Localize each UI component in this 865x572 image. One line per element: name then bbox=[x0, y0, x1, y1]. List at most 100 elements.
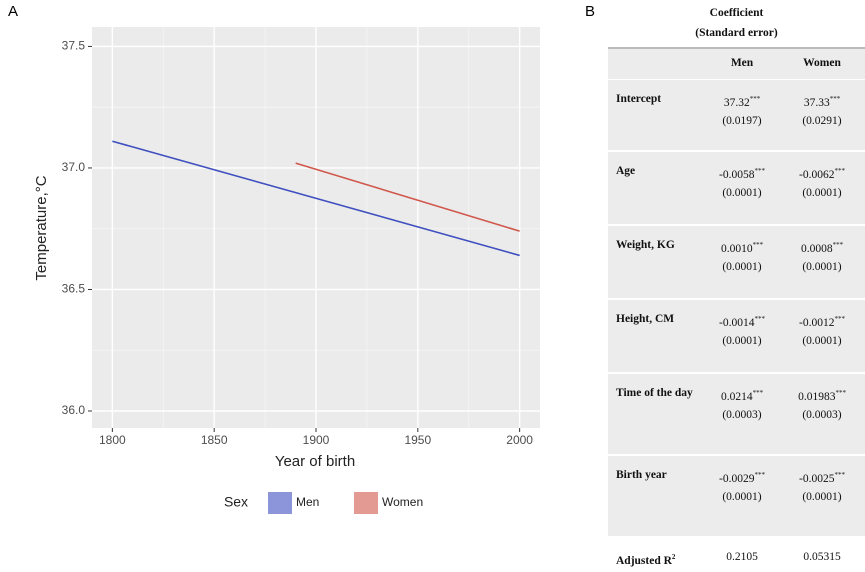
coefficient: -0.0012*** bbox=[782, 308, 862, 334]
panel-label: A bbox=[8, 3, 18, 20]
table-row bbox=[608, 456, 865, 536]
coefficient-value: -0.0025 bbox=[799, 472, 835, 485]
column-header: Women bbox=[803, 57, 841, 69]
standard-error: (0.0001) bbox=[722, 491, 762, 503]
legend-label: Women bbox=[382, 495, 423, 509]
standard-error: (0.0001) bbox=[722, 261, 762, 273]
coefficient: -0.0062*** bbox=[782, 160, 862, 186]
table-row bbox=[608, 538, 865, 563]
y-tick-label: 36.0 bbox=[62, 403, 86, 417]
series-line bbox=[112, 140, 520, 257]
significance: *** bbox=[752, 241, 764, 249]
chart: A Year of birth Temperature,°C Sex B 36.0… bbox=[8, 3, 595, 514]
header-row bbox=[608, 49, 865, 79]
coefficient-value: 37.32 bbox=[723, 96, 750, 109]
row-label: Time of the day bbox=[616, 382, 696, 404]
coefficient: 37.33*** bbox=[782, 88, 862, 114]
coefficient-value: 0.2105 bbox=[726, 551, 758, 563]
coefficient-value: -0.0058 bbox=[719, 168, 755, 181]
coefficient-value: -0.0062 bbox=[799, 168, 835, 181]
significance: *** bbox=[834, 471, 845, 479]
standard-error: (0.0001) bbox=[802, 335, 842, 347]
coefficient-value: -0.0014 bbox=[719, 316, 755, 329]
coefficient: 0.05315 bbox=[782, 546, 862, 568]
row-label: Intercept bbox=[616, 88, 696, 110]
x-tick-label: 2000 bbox=[506, 433, 533, 447]
standard-error: (0.0001) bbox=[722, 335, 762, 347]
significance: *** bbox=[834, 167, 845, 175]
significance: *** bbox=[752, 389, 764, 397]
table-row bbox=[608, 80, 865, 150]
significance: *** bbox=[754, 167, 765, 175]
coefficient-value: 0.05315 bbox=[803, 551, 841, 563]
coefficient: 0.2105 bbox=[702, 546, 782, 568]
table-row bbox=[608, 152, 865, 224]
legend-title: Sex bbox=[224, 494, 248, 510]
significance: *** bbox=[834, 315, 845, 323]
coefficient: -0.0029*** bbox=[702, 464, 782, 490]
standard-error: (0.0001) bbox=[802, 491, 842, 503]
standard-error: (0.0001) bbox=[802, 187, 842, 199]
coefficient: -0.0058*** bbox=[702, 160, 782, 186]
standard-error: (0.0001) bbox=[802, 261, 842, 273]
row-label-text: Weight, KG bbox=[616, 239, 675, 251]
panel-label: B bbox=[585, 3, 595, 20]
table-header: (Standard error) bbox=[695, 27, 778, 39]
y-tick-label: 37.0 bbox=[62, 160, 86, 174]
row-label-text: Intercept bbox=[616, 93, 662, 105]
standard-error: (0.0291) bbox=[802, 115, 842, 127]
standard-error: (0.0197) bbox=[722, 115, 762, 127]
row-label: Height, CM bbox=[616, 308, 696, 330]
coefficient-value: 0.0214 bbox=[720, 390, 753, 403]
header-rule bbox=[608, 47, 865, 49]
y-tick-label: 37.5 bbox=[62, 39, 86, 53]
coefficient: 0.0214*** bbox=[702, 382, 782, 408]
series-line bbox=[295, 162, 520, 232]
coefficient: 0.01983*** bbox=[782, 382, 862, 408]
row-label-text: Adjusted R bbox=[616, 554, 672, 567]
coefficient-value: -0.0012 bbox=[799, 316, 835, 329]
y-tick-label: 36.5 bbox=[62, 282, 86, 296]
row-label: Age bbox=[616, 160, 696, 182]
coefficient: 37.32*** bbox=[702, 88, 782, 114]
significance: *** bbox=[754, 471, 765, 479]
standard-error: (0.0001) bbox=[722, 187, 762, 199]
standard-error: (0.0003) bbox=[722, 409, 762, 421]
x-tick-label: 1900 bbox=[303, 433, 330, 447]
row-label-text: Height, CM bbox=[616, 313, 675, 325]
legend-key bbox=[354, 492, 378, 514]
row-label-text: Age bbox=[616, 165, 636, 177]
legend-label: Men bbox=[296, 495, 319, 509]
y-axis-title: Temperature,°C bbox=[33, 175, 50, 280]
significance: *** bbox=[829, 95, 841, 103]
row-label: Weight, KG bbox=[616, 234, 696, 256]
significance: *** bbox=[754, 315, 765, 323]
coefficient-value: 0.0008 bbox=[800, 242, 833, 255]
coefficient-value: -0.0029 bbox=[719, 472, 755, 485]
row-label: Birth year bbox=[616, 464, 696, 486]
coefficient-value: 0.01983 bbox=[798, 390, 836, 403]
significance: *** bbox=[832, 241, 844, 249]
coefficient-table: Coefficient (Standard error) Men Women I… bbox=[608, 0, 865, 568]
coefficient: -0.0025*** bbox=[782, 464, 862, 490]
row-label: Adjusted R2 bbox=[616, 546, 696, 572]
coefficient: -0.0014*** bbox=[702, 308, 782, 334]
legend-key bbox=[268, 492, 292, 514]
table-row bbox=[608, 374, 865, 454]
table-header: Coefficient bbox=[709, 7, 764, 19]
coefficient: 0.0010*** bbox=[702, 234, 782, 260]
label-superscript: 2 bbox=[671, 553, 676, 561]
x-tick-label: 1950 bbox=[404, 433, 431, 447]
coefficient-value: 37.33 bbox=[803, 96, 830, 109]
x-tick-label: 1850 bbox=[201, 433, 228, 447]
x-tick-label: 1800 bbox=[99, 433, 126, 447]
x-axis-title: Year of birth bbox=[275, 453, 355, 470]
standard-error: (0.0003) bbox=[802, 409, 842, 421]
significance: *** bbox=[749, 95, 761, 103]
column-header: Men bbox=[730, 57, 754, 69]
table-row bbox=[608, 226, 865, 298]
coefficient: 0.0008*** bbox=[782, 234, 862, 260]
row-label-text: Birth year bbox=[616, 469, 667, 481]
significance: *** bbox=[835, 389, 846, 397]
